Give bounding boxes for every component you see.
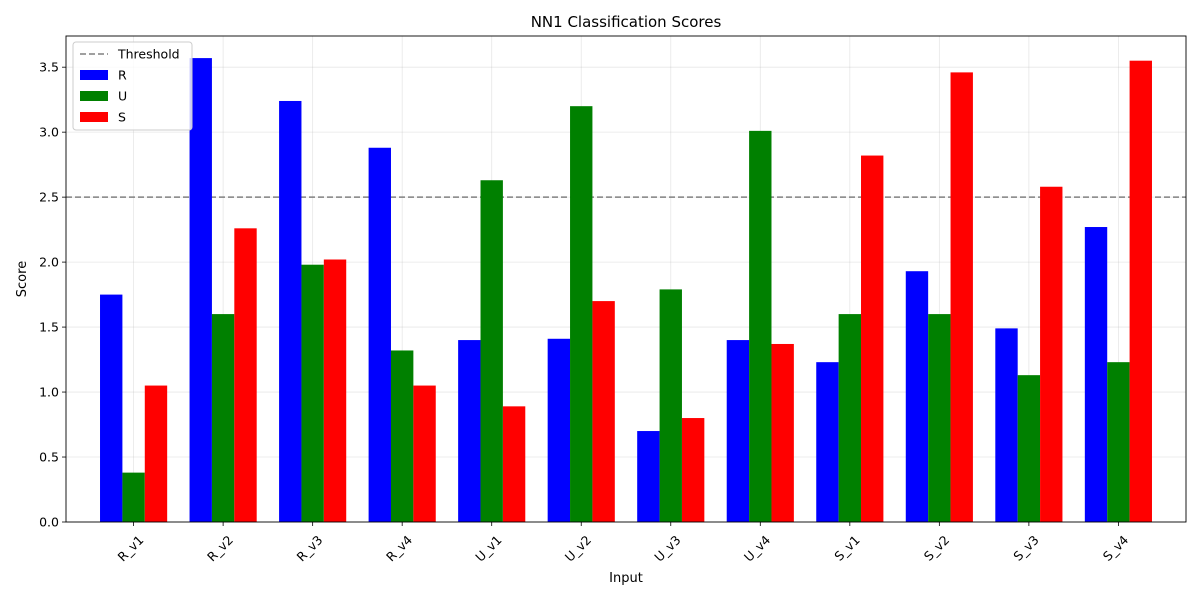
- legend-box: [72, 41, 193, 131]
- bar-R-U_v2: [547, 338, 571, 522]
- x-tick-label: S_v4: [1100, 532, 1132, 564]
- y-tick-label: 1.0: [39, 385, 59, 400]
- bar-U-S_v4: [1107, 362, 1130, 522]
- bar-U-R_v3: [301, 264, 324, 522]
- legend-swatch-S: [80, 112, 108, 122]
- legend-label-U: U: [118, 89, 127, 104]
- bar-U-S_v1: [838, 314, 862, 522]
- bar-U-R_v2: [211, 314, 235, 522]
- bar-R-S_v3: [995, 328, 1018, 522]
- y-tick-label: 0.0: [39, 515, 59, 530]
- legend-label-R: R: [118, 68, 127, 83]
- y-axis-label: Score: [15, 261, 30, 297]
- bar-R-R_v4: [368, 147, 391, 522]
- x-tick-label: S_v3: [1010, 532, 1041, 563]
- y-tick-label: 1.5: [39, 320, 59, 335]
- bar-S-R_v3: [323, 259, 347, 522]
- legend-label-S: S: [118, 110, 126, 125]
- y-tick-label: 3.0: [39, 125, 59, 140]
- x-tick-label: U_v4: [741, 532, 773, 564]
- bar-S-U_v3: [681, 418, 705, 522]
- bar-S-U_v1: [502, 406, 526, 522]
- bar-S-S_v3: [1040, 186, 1063, 522]
- bar-S-S_v4: [1129, 60, 1152, 522]
- bar-R-R_v3: [279, 100, 302, 522]
- y-tick-label: 2.5: [39, 190, 59, 205]
- legend-swatch-R: [80, 70, 108, 80]
- x-tick-label: S_v1: [831, 532, 862, 563]
- legend: Threshold RUS: [72, 41, 193, 131]
- axes-layer: [65, 35, 1187, 523]
- bar-S-R_v2: [234, 228, 257, 522]
- bar-S-U_v4: [771, 343, 794, 522]
- bar-R-R_v1: [100, 294, 123, 522]
- bar-U-R_v4: [390, 350, 414, 522]
- x-tick-label: R_v1: [114, 532, 146, 564]
- bar-U-U_v3: [659, 289, 682, 522]
- x-tick-label: U_v3: [651, 532, 683, 564]
- bar-R-U_v1: [458, 340, 481, 522]
- bar-S-S_v2: [950, 72, 973, 523]
- bar-U-S_v3: [1017, 375, 1041, 522]
- x-tick-label: U_v1: [472, 532, 504, 564]
- bar-S-R_v1: [144, 385, 168, 522]
- bar-R-S_v2: [905, 271, 929, 522]
- legend-threshold-label: Threshold: [117, 47, 180, 62]
- x-tick-label: R_v3: [294, 532, 326, 564]
- bar-R-S_v1: [816, 362, 839, 522]
- x-tick-label: U_v2: [562, 532, 594, 564]
- bar-U-U_v2: [570, 106, 593, 523]
- bar-R-U_v4: [726, 340, 750, 522]
- x-tick-label: R_v2: [204, 532, 236, 564]
- x-tick-label: S_v2: [921, 532, 952, 563]
- y-tick-label: 2.0: [39, 255, 59, 270]
- x-axis-label: Input: [609, 571, 643, 586]
- bar-U-S_v2: [928, 314, 951, 522]
- bar-R-R_v2: [189, 58, 212, 522]
- bar-S-S_v1: [861, 155, 884, 523]
- bar-layer: [100, 58, 1152, 523]
- plot-frame: [65, 35, 1187, 523]
- x-tick-label: R_v4: [383, 532, 415, 564]
- bar-U-R_v1: [122, 472, 145, 522]
- bar-S-U_v2: [592, 301, 615, 522]
- y-tick-label: 3.5: [39, 60, 59, 75]
- chart-title: NN1 Classification Scores: [531, 13, 722, 31]
- bar-U-U_v4: [749, 130, 772, 522]
- legend-swatch-U: [80, 91, 108, 101]
- bar-R-S_v4: [1084, 227, 1108, 522]
- bar-R-U_v3: [637, 431, 660, 522]
- y-tick-label: 0.5: [39, 450, 59, 465]
- bar-U-U_v1: [480, 180, 503, 522]
- bar-S-R_v4: [413, 385, 436, 522]
